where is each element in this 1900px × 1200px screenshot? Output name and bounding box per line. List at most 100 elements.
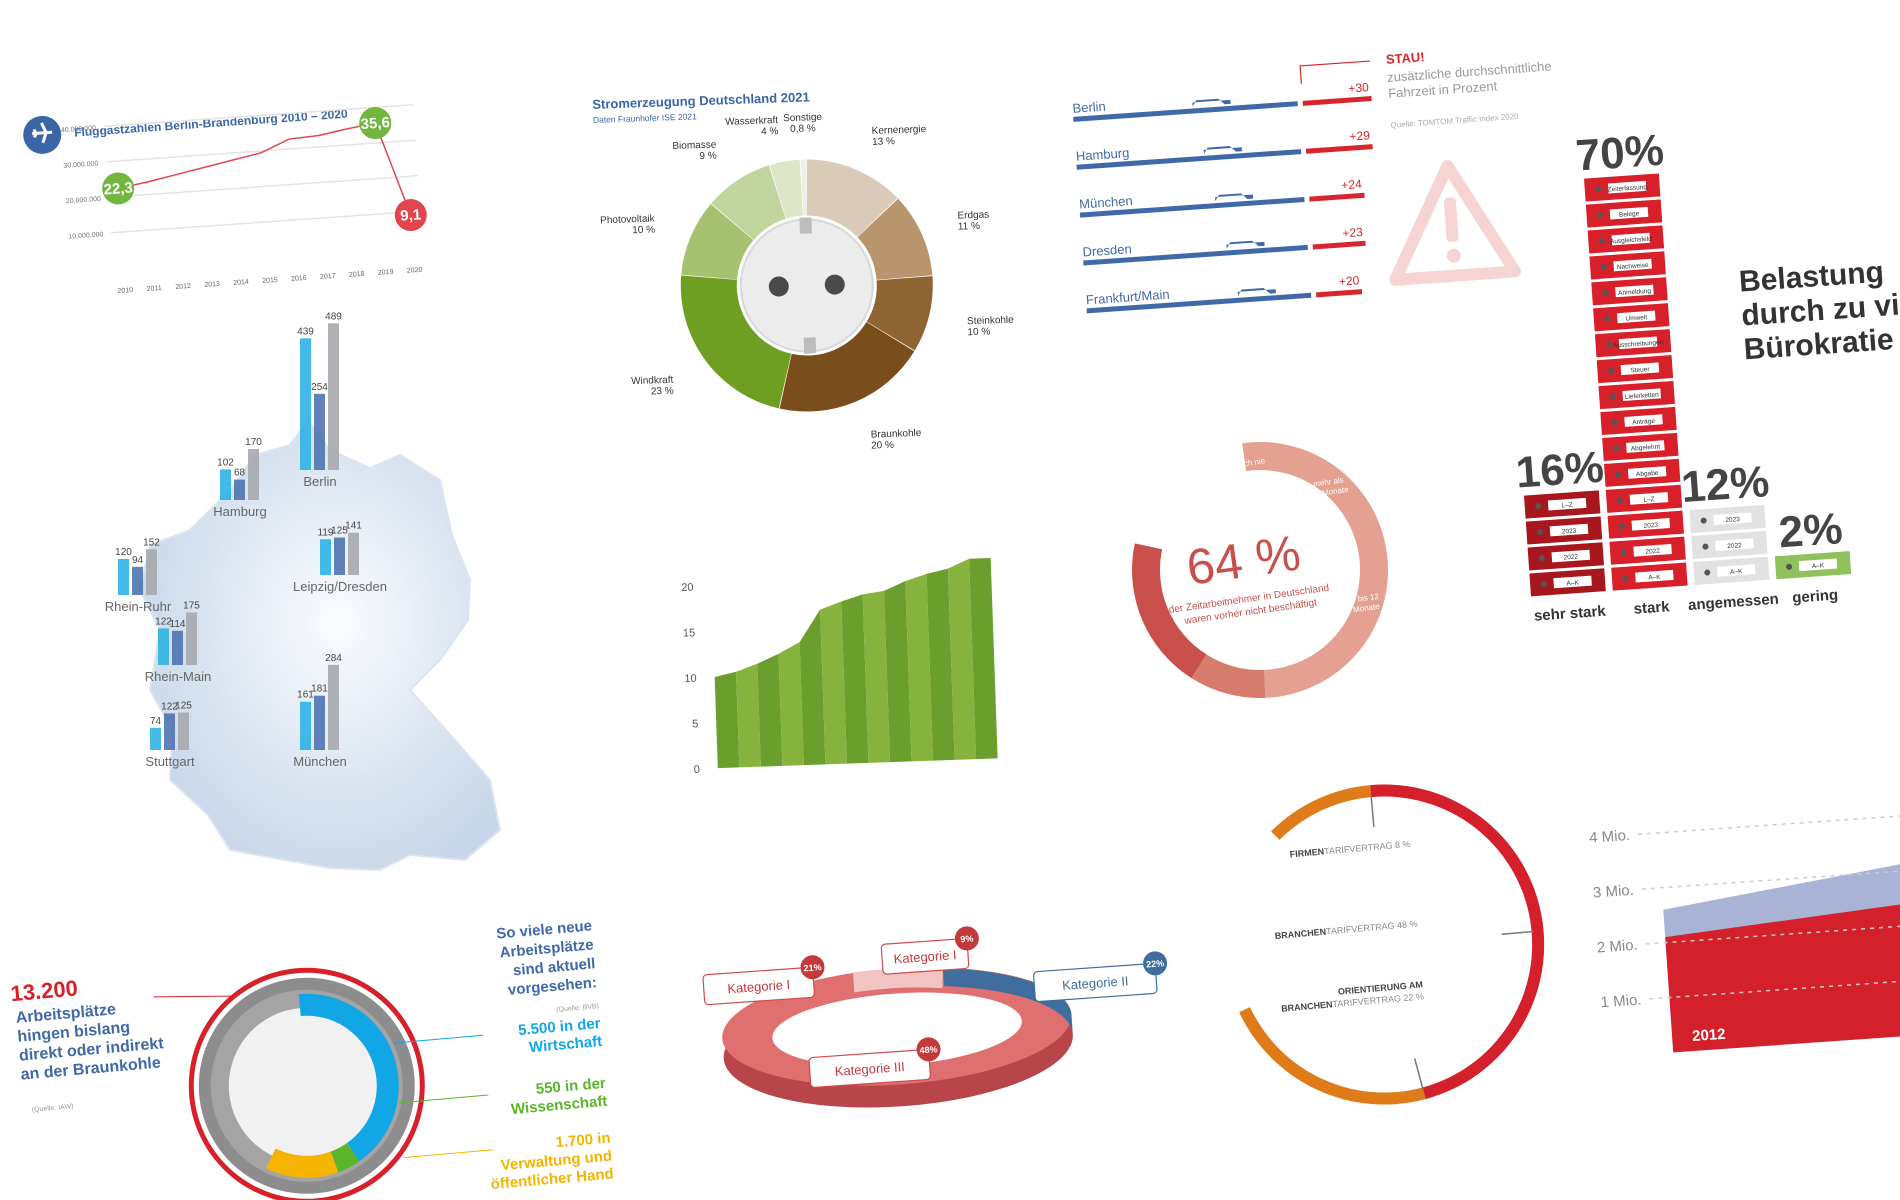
drawer-knob: [1598, 238, 1605, 245]
drawer-label: A–K: [1730, 568, 1743, 576]
drawer-label: Nachweise: [1617, 262, 1650, 271]
cabinet-drawer: 2023: [1524, 515, 1604, 546]
cabinet-drawer: A–K: [1528, 567, 1607, 598]
drawer-label: Lieferketten: [1625, 391, 1660, 400]
socket-icon: [739, 217, 874, 354]
lignite-job-label-line: Wirtschaft: [528, 1033, 602, 1056]
cabinet-drawer: 2023: [1688, 503, 1767, 535]
traffic-bar-chart: STAU! zusätzliche durchschnittlicheFahrz…: [1072, 49, 1552, 314]
flights-callout: 9,1: [394, 199, 427, 232]
mio-y-tick: 2 Mio.: [1596, 937, 1638, 957]
mio-gridline: [1645, 919, 1900, 945]
flights-callout: 35,6: [359, 107, 392, 140]
car-icon: [1237, 288, 1276, 296]
drawer-tag: [1798, 558, 1838, 572]
flights-x-tick: 2016: [291, 275, 307, 283]
kat-percent-badge: [916, 1037, 941, 1062]
millions-area-chart: 4 Mio.3 Mio.2 Mio.1 Mio. 20122017: [1589, 809, 1900, 1053]
region-bar-value: 125: [331, 526, 348, 537]
power-slice: [681, 204, 754, 280]
car-icon: [1192, 98, 1231, 107]
region-bar-value: 170: [245, 437, 262, 448]
drawer-knob: [1700, 517, 1707, 524]
drawer-tag: [1618, 336, 1658, 350]
cabinet-drawer: L–Z: [1522, 489, 1602, 520]
drawer-knob: [1597, 212, 1604, 219]
region-bar-value: 102: [217, 457, 234, 468]
power-slice: [680, 275, 792, 409]
cabinet-column: A–K 2% gering: [1773, 504, 1853, 607]
drawer-label: 2022: [1563, 554, 1578, 562]
flights-x-tick: 2013: [204, 281, 220, 289]
power-slice: [800, 159, 807, 216]
tarif-tick: [1501, 930, 1534, 935]
cabinet-drawer: 2023: [1606, 509, 1686, 540]
region-name: Rhein-Main: [145, 669, 211, 684]
traffic-row: Dresden +23: [1082, 225, 1366, 266]
cabinet-drawer: L–Z: [1604, 483, 1684, 514]
lignite-leader-line: [403, 1149, 494, 1159]
germany-map-shape: [138, 418, 502, 872]
drawer-tag: [1716, 564, 1756, 577]
flights-gridline: [106, 139, 416, 163]
cabinet-drawer: Anmeldung: [1590, 276, 1669, 307]
drawer-label: Ausschreibungen: [1613, 339, 1664, 350]
mio-gridline: [1637, 809, 1900, 836]
traffic-source: Quelle: TOMTOM Traffic Index 2020: [1390, 112, 1519, 130]
lignite-job-label-line: 550 in der: [535, 1075, 606, 1098]
kat-callout-box: [1033, 962, 1158, 1003]
drawer-knob: [1535, 503, 1542, 510]
drawer-label: 2022: [1645, 548, 1660, 556]
mio-series-area: [1665, 892, 1900, 1053]
drawer-label: Anmeldung: [1618, 288, 1652, 297]
green-area-band: [947, 558, 977, 760]
region-group: 439 254 489 Berlin: [297, 311, 342, 489]
power-slice: [769, 159, 803, 219]
cabinet-category: angemessen: [1687, 591, 1779, 614]
kat-callout: Kategorie II 22%: [1033, 951, 1168, 1003]
green-area-band: [862, 590, 891, 763]
tarif-tick: [1413, 1058, 1424, 1090]
drawer-label: 2023: [1725, 516, 1740, 524]
drawer-knob: [1607, 367, 1614, 374]
kat-ring-hole: [772, 992, 1022, 1067]
tarif-label-bold: FIRMEN: [1289, 846, 1324, 859]
green-area-band: [884, 581, 912, 763]
cabinet-percent: 12%: [1680, 457, 1771, 512]
power-slice-value: 10 %: [632, 224, 655, 236]
drawer-knob: [1786, 563, 1793, 570]
region-bar-value: 489: [325, 311, 342, 322]
power-slice: [779, 322, 915, 412]
drawer-label: 2023: [1643, 522, 1658, 530]
drawer-label: Belege: [1619, 210, 1640, 218]
region-bar-value: 181: [311, 684, 328, 695]
power-slice-value: 4 %: [761, 126, 779, 138]
tarif-label-rest: TARIFVERTRAG 48 %: [1326, 919, 1418, 937]
tarif-label-rest: TARIFVERTRAG 8 %: [1324, 839, 1411, 857]
power-slice-label: Photovoltaik: [600, 213, 656, 226]
car-icon: [1226, 240, 1265, 249]
region-name: Hamburg: [213, 504, 266, 519]
cabinet-percent: 70%: [1574, 126, 1665, 181]
green-area-band: [714, 671, 740, 769]
traffic-value-label: +23: [1342, 225, 1364, 240]
region-bar: [314, 695, 325, 750]
traffic-value-label: +30: [1348, 80, 1370, 95]
power-slice-value: 0,8 %: [790, 123, 816, 135]
power-slice-label: Wasserkraft: [725, 115, 779, 128]
drawer-label: 2023: [1562, 528, 1577, 536]
cabinet-drawer: Nachweise: [1588, 250, 1667, 281]
green-area-chart: 0 5 10 15 20: [681, 558, 998, 776]
region-bar: [164, 713, 175, 750]
tarif-label: BRANCHENTARIFVERTRAG 48 %: [1274, 919, 1418, 941]
temp-workers-donut: 64 % der Zeitarbeitnehmer in Deutschland…: [1132, 442, 1388, 698]
kat-percent-text: 48%: [919, 1044, 938, 1055]
drawer-tag: [1609, 206, 1649, 220]
traffic-row: Berlin +30: [1072, 80, 1372, 122]
region-name: München: [293, 754, 346, 769]
kat-ring-segment-blue: [942, 968, 1073, 1035]
drawer-label: 2022: [1727, 542, 1742, 550]
drawer-label: Abgabe: [1636, 470, 1659, 479]
kat-percent-badge: [800, 955, 825, 980]
